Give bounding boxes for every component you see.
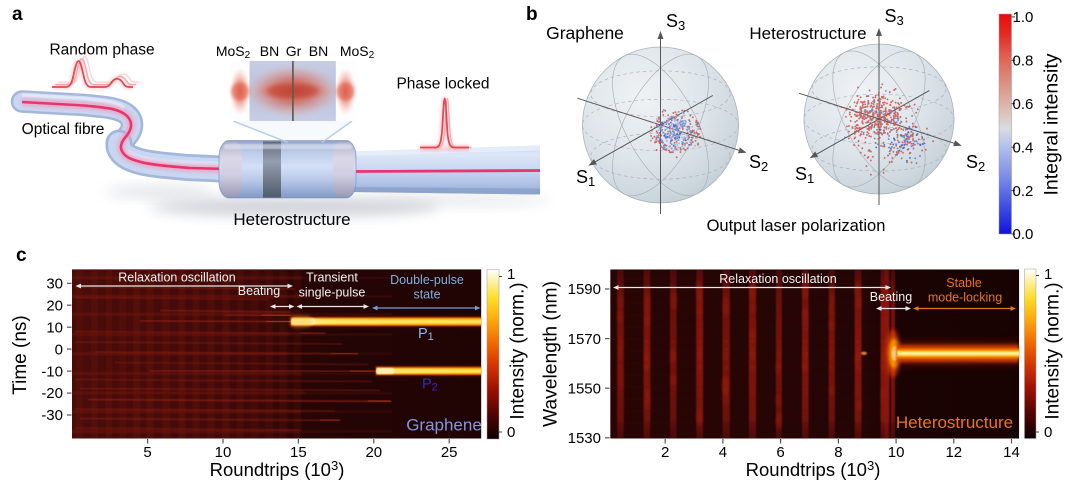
svg-text:-30: -30 xyxy=(41,407,63,424)
svg-text:Roundtrips (103): Roundtrips (103) xyxy=(746,458,881,480)
svg-text:Double-pulse: Double-pulse xyxy=(390,273,464,287)
svg-text:25: 25 xyxy=(441,444,458,461)
svg-text:Time (ns): Time (ns) xyxy=(10,315,31,395)
svg-text:c: c xyxy=(16,245,27,266)
svg-text:Heterostructure: Heterostructure xyxy=(896,413,1013,432)
svg-text:Relaxation oscillation: Relaxation oscillation xyxy=(719,272,836,286)
svg-text:-10: -10 xyxy=(41,363,63,380)
svg-text:single-pulse: single-pulse xyxy=(299,286,366,300)
svg-text:10: 10 xyxy=(46,319,63,336)
svg-text:Roundtrips (103): Roundtrips (103) xyxy=(210,458,345,480)
svg-text:20: 20 xyxy=(46,297,63,314)
svg-text:1.0: 1.0 xyxy=(1013,9,1034,26)
svg-text:-20: -20 xyxy=(41,385,63,402)
svg-text:Graphene: Graphene xyxy=(546,23,624,43)
svg-text:0: 0 xyxy=(1044,424,1052,441)
svg-text:Beating: Beating xyxy=(238,284,280,298)
svg-text:Output laser polarization: Output laser polarization xyxy=(707,217,886,235)
svg-text:a: a xyxy=(12,4,23,25)
svg-text:Integral intensity: Integral intensity xyxy=(1041,53,1063,195)
svg-text:Heterostructure: Heterostructure xyxy=(233,210,350,229)
svg-text:P2: P2 xyxy=(422,377,438,394)
svg-text:Heterostructure: Heterostructure xyxy=(749,24,866,43)
svg-text:mode-locking: mode-locking xyxy=(928,291,1002,305)
svg-text:Relaxation oscillation: Relaxation oscillation xyxy=(118,271,235,285)
svg-text:14: 14 xyxy=(1003,444,1020,461)
svg-text:Transient: Transient xyxy=(306,271,358,285)
svg-text:1590: 1590 xyxy=(568,281,601,298)
svg-text:Random phase: Random phase xyxy=(49,42,154,59)
svg-text:1: 1 xyxy=(1044,266,1052,283)
svg-text:2: 2 xyxy=(661,444,669,461)
svg-text:12: 12 xyxy=(945,444,962,461)
svg-text:1550: 1550 xyxy=(568,380,601,397)
svg-text:0.2: 0.2 xyxy=(1013,183,1034,200)
svg-text:b: b xyxy=(526,4,538,25)
svg-text:0.0: 0.0 xyxy=(1013,226,1034,243)
svg-text:Phase locked: Phase locked xyxy=(396,76,489,93)
svg-text:BN: BN xyxy=(260,43,279,59)
svg-text:30: 30 xyxy=(46,276,63,293)
svg-text:Stable: Stable xyxy=(946,276,981,290)
svg-text:5: 5 xyxy=(143,444,151,461)
svg-text:Graphene: Graphene xyxy=(406,416,482,435)
svg-text:0.8: 0.8 xyxy=(1013,53,1034,70)
svg-text:1570: 1570 xyxy=(568,331,601,348)
svg-text:0: 0 xyxy=(55,341,63,358)
svg-text:20: 20 xyxy=(365,444,382,461)
svg-text:BN: BN xyxy=(309,43,328,59)
svg-text:MoS2: MoS2 xyxy=(216,43,251,61)
svg-text:0.4: 0.4 xyxy=(1013,139,1034,156)
svg-text:Gr: Gr xyxy=(286,43,302,59)
svg-text:Intensity (norm.): Intensity (norm.) xyxy=(508,282,529,419)
svg-text:Beating: Beating xyxy=(870,290,912,304)
svg-text:P1: P1 xyxy=(418,326,434,343)
svg-text:0: 0 xyxy=(507,424,515,441)
svg-text:MoS2: MoS2 xyxy=(340,43,375,61)
svg-text:10: 10 xyxy=(215,444,232,461)
svg-text:1: 1 xyxy=(507,266,515,283)
svg-text:Wavelength (nm): Wavelength (nm) xyxy=(541,281,562,427)
svg-text:1530: 1530 xyxy=(568,430,601,447)
svg-text:10: 10 xyxy=(888,444,905,461)
svg-text:Optical fibre: Optical fibre xyxy=(22,121,105,138)
svg-text:Intensity (norm.): Intensity (norm.) xyxy=(1043,282,1064,419)
svg-text:4: 4 xyxy=(719,444,727,461)
svg-text:6: 6 xyxy=(776,444,784,461)
svg-text:15: 15 xyxy=(290,444,307,461)
svg-text:8: 8 xyxy=(834,444,842,461)
svg-text:0.6: 0.6 xyxy=(1013,96,1034,113)
svg-text:state: state xyxy=(413,288,440,302)
